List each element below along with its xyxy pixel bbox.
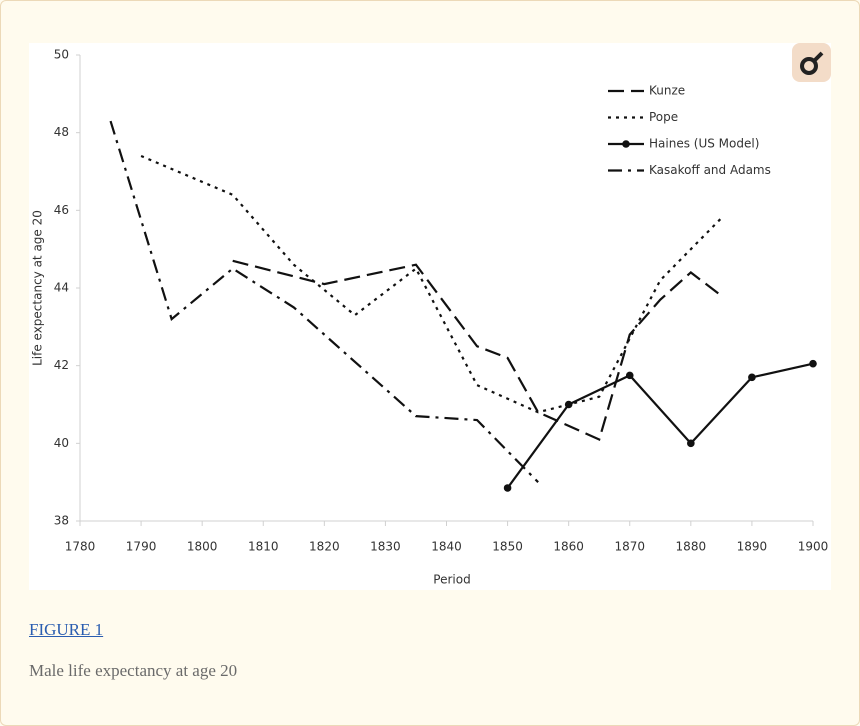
- series-marker: [748, 373, 756, 382]
- zoom-icon[interactable]: [792, 43, 831, 82]
- x-tick-label: 1840: [431, 540, 462, 554]
- x-tick-label: 1900: [798, 540, 829, 554]
- series-marker: [503, 484, 512, 492]
- y-tick-label: 42: [54, 358, 69, 372]
- legend-label: Kunze: [649, 84, 685, 98]
- chart: Period Life expectancy at age 20 38 40 42 4…: [29, 43, 831, 590]
- y-tick-label: 40: [54, 436, 69, 450]
- x-tick-label: 1880: [676, 540, 707, 554]
- x-tick-label: 1820: [309, 540, 340, 554]
- x-tick-label: 1870: [614, 540, 645, 554]
- x-tick-label: 1890: [737, 540, 768, 554]
- series-marker: [625, 371, 634, 380]
- y-tick-label: 46: [54, 203, 69, 217]
- x-tick-label: 1790: [126, 540, 157, 554]
- x-tick-label: 1800: [187, 540, 218, 554]
- y-tick-label: 44: [54, 281, 69, 295]
- x-tick-label: 1860: [553, 540, 584, 554]
- series-line: [109, 120, 539, 483]
- series-marker: [687, 439, 695, 448]
- series-marker: [809, 359, 817, 368]
- y-tick-label: 48: [54, 125, 69, 139]
- legend-label: Pope: [649, 110, 678, 124]
- series-line: [232, 259, 723, 441]
- x-tick-label: 1830: [370, 540, 401, 554]
- x-axis-label: Period: [433, 573, 470, 587]
- x-tick-label: 1850: [492, 540, 523, 554]
- x-tick-label: 1780: [65, 540, 96, 554]
- y-tick-label: 50: [54, 48, 69, 62]
- x-tick-label: 1810: [248, 540, 279, 554]
- figure-link[interactable]: FIGURE 1: [29, 620, 104, 639]
- y-axis-label: Life expectancy at age 20: [31, 210, 45, 366]
- figure-caption: Male life expectancy at age 20: [29, 661, 238, 680]
- series-marker: [564, 400, 573, 409]
- chart-background: [29, 43, 831, 590]
- y-tick-label: 38: [54, 514, 69, 528]
- series-line: [506, 362, 814, 489]
- legend-marker: [622, 140, 630, 148]
- legend-label: Haines (US Model): [649, 137, 759, 151]
- series-line: [140, 154, 723, 414]
- legend-label: Kasakoff and Adams: [649, 163, 771, 177]
